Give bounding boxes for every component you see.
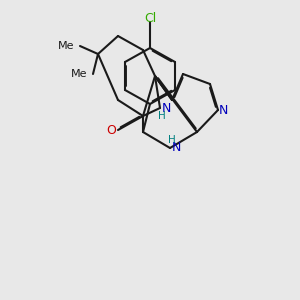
Text: N: N	[172, 142, 181, 154]
Text: Cl: Cl	[144, 12, 156, 25]
Text: H: H	[158, 111, 165, 122]
Text: O: O	[106, 124, 116, 136]
Text: N: N	[161, 101, 171, 115]
Text: N: N	[219, 103, 228, 116]
Text: Me: Me	[58, 41, 75, 51]
Text: H: H	[168, 135, 176, 145]
Text: Me: Me	[71, 69, 88, 79]
